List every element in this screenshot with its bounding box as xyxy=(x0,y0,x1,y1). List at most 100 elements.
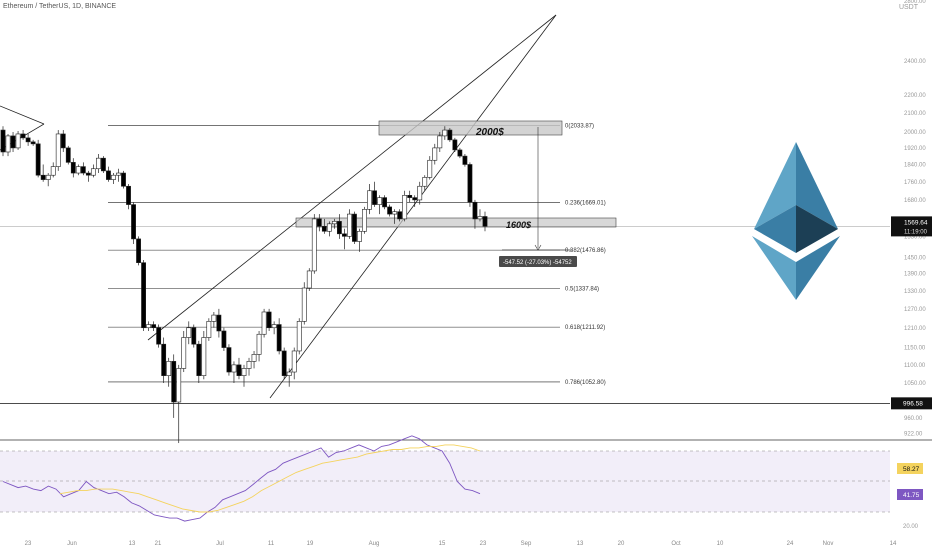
support-zone-label: 1600$ xyxy=(506,220,532,230)
candle-body xyxy=(251,354,257,362)
y-tick-0: 2800.00 xyxy=(904,0,926,5)
x-tick-5: 11 xyxy=(268,541,275,547)
rsi-value-box xyxy=(897,463,923,474)
candle-body xyxy=(211,314,217,322)
candle-body xyxy=(40,174,46,180)
candle-body xyxy=(281,350,287,376)
candle-body xyxy=(377,197,382,205)
eth-bottom-left xyxy=(752,236,796,300)
candle-body xyxy=(181,337,187,369)
candle-body xyxy=(186,327,192,338)
candle-body xyxy=(447,129,453,141)
symbol-header: Ethereum / TetherUS, 1D, BINANCE xyxy=(3,3,117,10)
rsi-line xyxy=(2,435,481,522)
candle-body xyxy=(216,314,222,332)
candle-body xyxy=(336,221,342,235)
candle-body xyxy=(271,324,277,329)
eth-top-right xyxy=(796,142,838,229)
candle-body xyxy=(321,225,327,232)
rsi-ma-value-box xyxy=(897,489,923,500)
candle-body xyxy=(442,129,448,137)
rsi-tick-0: 20.00 xyxy=(903,524,919,530)
fib-label-2: 0.382(1476.86) xyxy=(565,248,606,254)
candle-body xyxy=(241,368,247,376)
eth-bottom-right xyxy=(796,236,840,300)
candle-body xyxy=(286,371,292,376)
fib-label-0: 0(2033.87) xyxy=(565,123,594,129)
fib-label-1: 0.236(1669.01) xyxy=(565,200,606,206)
candle-body xyxy=(397,211,403,220)
x-tick-4: Jul xyxy=(216,541,224,547)
candle-body xyxy=(10,135,16,149)
candle-body xyxy=(25,137,31,143)
x-tick-16: Nov xyxy=(823,541,834,547)
rsi-ma-value-label: 41.75 xyxy=(903,492,920,499)
candle-body xyxy=(452,139,458,151)
candle-body xyxy=(126,185,131,205)
fib-label-4: 0.618(1211.92) xyxy=(565,325,605,331)
eth-mid-right xyxy=(796,205,838,253)
candle-body xyxy=(121,172,126,187)
y-tick-13: 1330.00 xyxy=(904,289,926,295)
price-unit: USDT xyxy=(898,4,918,11)
x-tick-15: 24 xyxy=(787,541,794,547)
x-tick-8: 15 xyxy=(439,541,446,547)
candle-body xyxy=(156,327,162,345)
rsi-band xyxy=(0,451,890,512)
candle-body xyxy=(221,330,227,348)
x-tick-11: 13 xyxy=(577,541,584,547)
candle-body xyxy=(432,147,438,161)
fib-label-5: 0.786(1052.80) xyxy=(565,380,606,386)
candle-body xyxy=(402,195,408,220)
wedge-upper-line xyxy=(147,14,557,341)
fib-levels: 0(2033.87) 0.236(1669.01) 0.382(1476.86) 0.… xyxy=(108,123,606,386)
candle-body xyxy=(191,327,197,345)
candle-body xyxy=(60,133,66,149)
candle-body xyxy=(422,177,428,187)
y-tick-16: 1150.00 xyxy=(904,346,926,352)
triangle-upper-line xyxy=(0,105,45,125)
candle-body xyxy=(236,364,242,376)
candle-body xyxy=(477,216,483,220)
candle-body xyxy=(331,221,337,225)
candle-body xyxy=(417,185,423,201)
y-tick-11: 1450.00 xyxy=(904,255,926,261)
candle-body xyxy=(201,337,207,376)
y-tick-19: 960.00 xyxy=(904,416,923,422)
candle-body xyxy=(296,321,302,352)
candle-body xyxy=(35,143,41,176)
y-tick-20: 922.00 xyxy=(904,432,923,438)
candle-body xyxy=(30,141,36,145)
candle-body xyxy=(437,135,443,149)
candle-body xyxy=(95,157,101,170)
y-tick-6: 1840.00 xyxy=(904,162,926,168)
candle-body xyxy=(311,218,317,272)
candle-body xyxy=(372,190,377,205)
eth-mid-left xyxy=(754,205,796,253)
x-tick-7: Aug xyxy=(369,541,380,547)
candle-body xyxy=(362,209,367,232)
y-tick-4: 2000.00 xyxy=(904,130,926,136)
x-tick-6: 19 xyxy=(307,541,314,547)
measure-box xyxy=(499,256,577,267)
resistance-label: 2000$ xyxy=(475,127,504,138)
x-tick-1: Jun xyxy=(67,541,77,547)
candle-body xyxy=(482,216,488,227)
candle-body xyxy=(352,213,357,242)
time-axis: 23 Jun 13 21 Jul 11 19 Aug 15 23 Sep 13 20 Oct 10 24 Nov… xyxy=(25,541,897,547)
candles xyxy=(0,126,488,444)
candle-body xyxy=(166,361,172,376)
candle-body xyxy=(407,195,413,198)
candle-body xyxy=(427,159,433,178)
wedge-lower-line xyxy=(269,14,557,399)
current-price-label: 1569.64 xyxy=(904,219,928,226)
candle-body xyxy=(106,170,111,180)
candle-body xyxy=(342,233,347,237)
candle-body xyxy=(45,174,51,180)
candle-body xyxy=(306,270,312,289)
candle-body xyxy=(412,197,418,201)
price-axis: 2800.00 2400.00 2200.00 2100.00 2000.00 1920.… xyxy=(891,0,932,530)
rsi-value-label: 58.27 xyxy=(903,466,920,473)
eth-top-left xyxy=(754,142,796,229)
